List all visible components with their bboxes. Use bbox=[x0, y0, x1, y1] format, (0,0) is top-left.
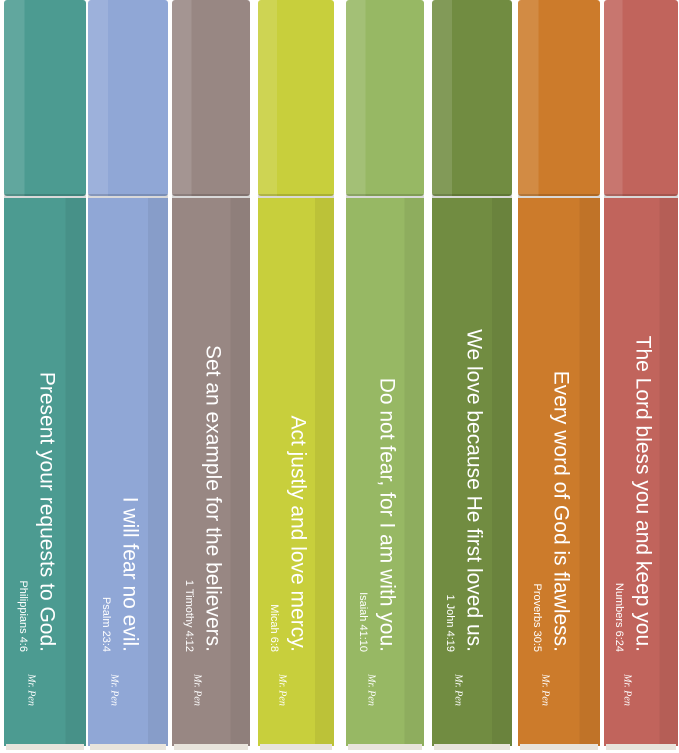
pen-cap bbox=[346, 0, 424, 196]
cap-shade bbox=[518, 0, 539, 196]
body-shade bbox=[579, 198, 600, 746]
cap-edge bbox=[432, 194, 512, 198]
cap-shade bbox=[258, 0, 277, 196]
brand-logo: Mr. Pen bbox=[366, 673, 377, 706]
cap-edge bbox=[346, 194, 424, 198]
body-shade bbox=[659, 198, 678, 746]
verse-text: Present your requests to God. bbox=[36, 372, 59, 652]
pen-body bbox=[518, 198, 600, 746]
pen-body bbox=[88, 198, 168, 746]
body-shade bbox=[404, 198, 424, 746]
highlighter: Present your requests to God. Philippians… bbox=[4, 0, 86, 750]
verse-text: The Lord bless you and keep you. bbox=[632, 336, 655, 652]
cap-edge bbox=[258, 194, 334, 198]
pen-cap bbox=[88, 0, 168, 196]
pen-body bbox=[4, 198, 86, 746]
verse-reference: Numbers 6:24 bbox=[613, 583, 625, 652]
pen-end bbox=[260, 744, 332, 750]
brand-logo: Mr. Pen bbox=[277, 673, 288, 706]
cap-shade bbox=[4, 0, 25, 196]
verse-reference: 1 John 4:19 bbox=[444, 595, 456, 653]
body-shade bbox=[148, 198, 168, 746]
pen-end bbox=[6, 744, 84, 750]
verse-text: We love because He first loved us. bbox=[463, 329, 486, 652]
highlighter: The Lord bless you and keep you. Numbers … bbox=[604, 0, 678, 750]
pen-cap bbox=[258, 0, 334, 196]
pen-end bbox=[434, 744, 510, 750]
verse-text: Do not fear, for I am with you. bbox=[376, 378, 399, 652]
body-shade bbox=[315, 198, 334, 746]
verse-reference: Micah 6:8 bbox=[268, 604, 280, 652]
pen-body bbox=[432, 198, 512, 746]
pen-end bbox=[174, 744, 248, 750]
brand-logo: Mr. Pen bbox=[26, 673, 37, 706]
cap-shade bbox=[88, 0, 108, 196]
cap-edge bbox=[604, 194, 678, 198]
brand-logo: Mr. Pen bbox=[109, 673, 120, 706]
highlighter: We love because He first loved us. 1 John… bbox=[432, 0, 512, 750]
verse-text: I will fear no evil. bbox=[119, 497, 142, 652]
pen-end bbox=[90, 744, 166, 750]
highlighter: I will fear no evil. Psalm 23:4 Mr. Pen bbox=[88, 0, 168, 750]
body-shade bbox=[65, 198, 86, 746]
brand-logo: Mr. Pen bbox=[622, 673, 633, 706]
verse-reference: Proverbs 30:5 bbox=[531, 584, 543, 652]
pen-body bbox=[172, 198, 250, 746]
cap-shade bbox=[604, 0, 623, 196]
verse-reference: Isaiah 41:10 bbox=[357, 592, 369, 652]
verse-text: Act justly and love mercy. bbox=[287, 415, 310, 652]
pen-cap bbox=[172, 0, 250, 196]
cap-shade bbox=[432, 0, 452, 196]
cap-edge bbox=[518, 194, 600, 198]
verse-reference: Psalm 23:4 bbox=[100, 597, 112, 652]
cap-edge bbox=[4, 194, 86, 198]
highlighter: Do not fear, for I am with you. Isaiah 41… bbox=[346, 0, 424, 750]
pen-cap bbox=[4, 0, 86, 196]
pen-body bbox=[258, 198, 334, 746]
cap-edge bbox=[88, 194, 168, 198]
pen-end bbox=[606, 744, 676, 750]
cap-shade bbox=[172, 0, 192, 196]
verse-reference: 1 Timothy 4:12 bbox=[183, 580, 195, 652]
highlighter: Every word of God is flawless. Proverbs 3… bbox=[518, 0, 600, 750]
brand-logo: Mr. Pen bbox=[540, 673, 551, 706]
brand-logo: Mr. Pen bbox=[453, 673, 464, 706]
pen-end bbox=[348, 744, 422, 750]
pen-cap bbox=[604, 0, 678, 196]
body-shade bbox=[230, 198, 250, 746]
pen-end bbox=[520, 744, 598, 750]
verse-reference: Philippians 4:6 bbox=[17, 580, 29, 652]
pen-body bbox=[604, 198, 678, 746]
pen-body bbox=[346, 198, 424, 746]
verse-text: Every word of God is flawless. bbox=[550, 371, 573, 652]
pen-cap bbox=[518, 0, 600, 196]
body-shade bbox=[492, 198, 512, 746]
highlighter: Act justly and love mercy. Micah 6:8 Mr. P… bbox=[258, 0, 334, 750]
cap-edge bbox=[172, 194, 250, 198]
highlighter: Set an example for the believers. 1 Timot… bbox=[172, 0, 250, 750]
cap-shade bbox=[346, 0, 366, 196]
pen-cap bbox=[432, 0, 512, 196]
brand-logo: Mr. Pen bbox=[192, 673, 203, 706]
verse-text: Set an example for the believers. bbox=[202, 345, 225, 652]
